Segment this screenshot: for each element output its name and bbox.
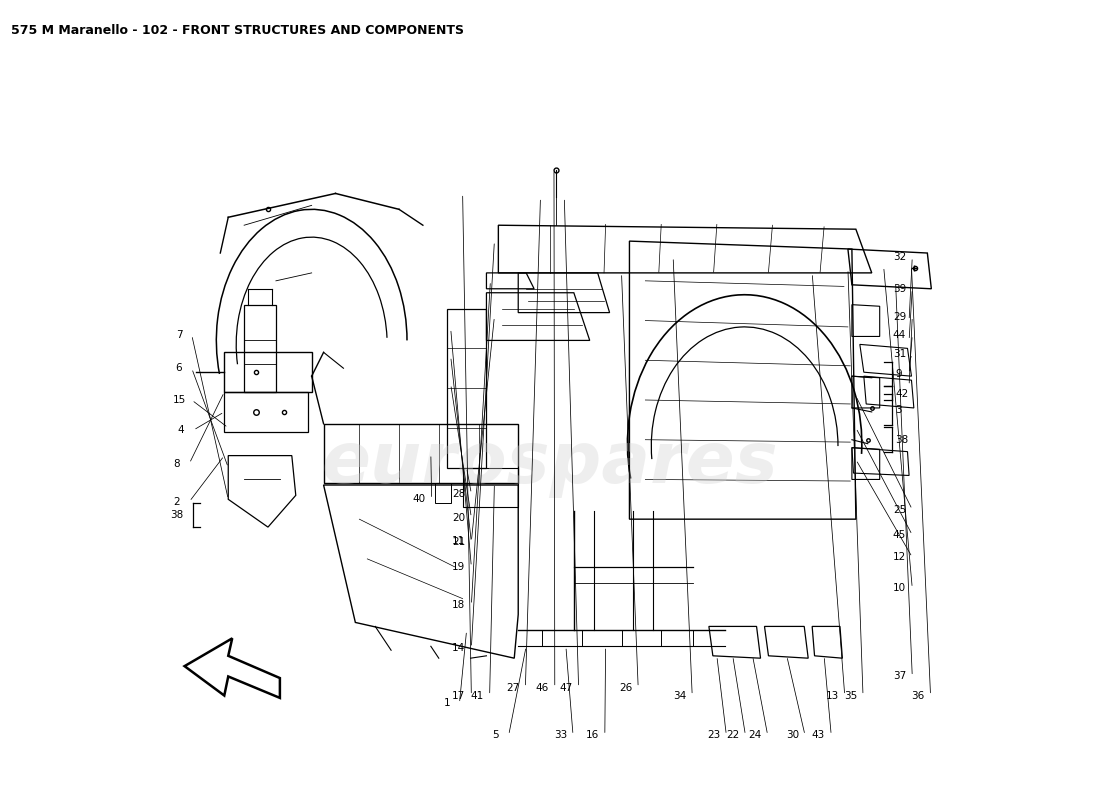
Text: 575 M Maranello - 102 - FRONT STRUCTURES AND COMPONENTS: 575 M Maranello - 102 - FRONT STRUCTURES… [11,24,464,37]
Text: 35: 35 [844,690,857,701]
Text: 37: 37 [893,671,906,682]
Text: 45: 45 [893,530,906,540]
Text: 47: 47 [559,682,572,693]
Text: 30: 30 [785,730,799,740]
Text: 28: 28 [452,489,465,498]
Text: 39: 39 [893,284,906,294]
Text: 1: 1 [443,698,450,709]
Text: 15: 15 [173,395,186,405]
Text: 8: 8 [174,458,180,469]
Text: 19: 19 [452,562,465,572]
Text: 2: 2 [174,497,180,506]
Text: 33: 33 [553,730,566,740]
Text: 42: 42 [895,389,909,398]
Text: 38: 38 [895,434,909,445]
Text: 27: 27 [506,682,519,693]
Text: 40: 40 [412,494,426,504]
Text: 9: 9 [895,369,902,378]
Text: 38: 38 [169,510,183,520]
Text: 14: 14 [452,643,465,653]
Text: 5: 5 [493,730,499,740]
Text: 43: 43 [812,730,825,740]
Text: 23: 23 [707,730,721,740]
Text: 10: 10 [893,583,906,594]
Text: 29: 29 [893,311,906,322]
Text: 21: 21 [452,538,465,547]
Text: 11: 11 [452,537,465,546]
Text: 22: 22 [726,730,739,740]
Text: 36: 36 [911,690,924,701]
Text: 44: 44 [893,330,906,340]
Text: eurospares: eurospares [321,429,779,498]
Text: 17: 17 [452,690,465,701]
Text: 20: 20 [452,513,465,522]
Text: 26: 26 [619,682,632,693]
Text: 25: 25 [893,505,906,514]
Text: 4: 4 [177,425,184,435]
Text: 3: 3 [895,405,902,414]
Text: 46: 46 [536,682,549,693]
Text: 34: 34 [673,690,686,701]
Text: 41: 41 [471,690,484,701]
Text: 12: 12 [893,552,906,562]
Text: 31: 31 [893,349,906,359]
Text: 18: 18 [452,600,465,610]
Text: 24: 24 [748,730,761,740]
Text: 6: 6 [176,363,183,374]
Text: 32: 32 [893,252,906,262]
Text: 7: 7 [176,330,183,340]
Text: 16: 16 [585,730,598,740]
Text: 13: 13 [825,690,838,701]
